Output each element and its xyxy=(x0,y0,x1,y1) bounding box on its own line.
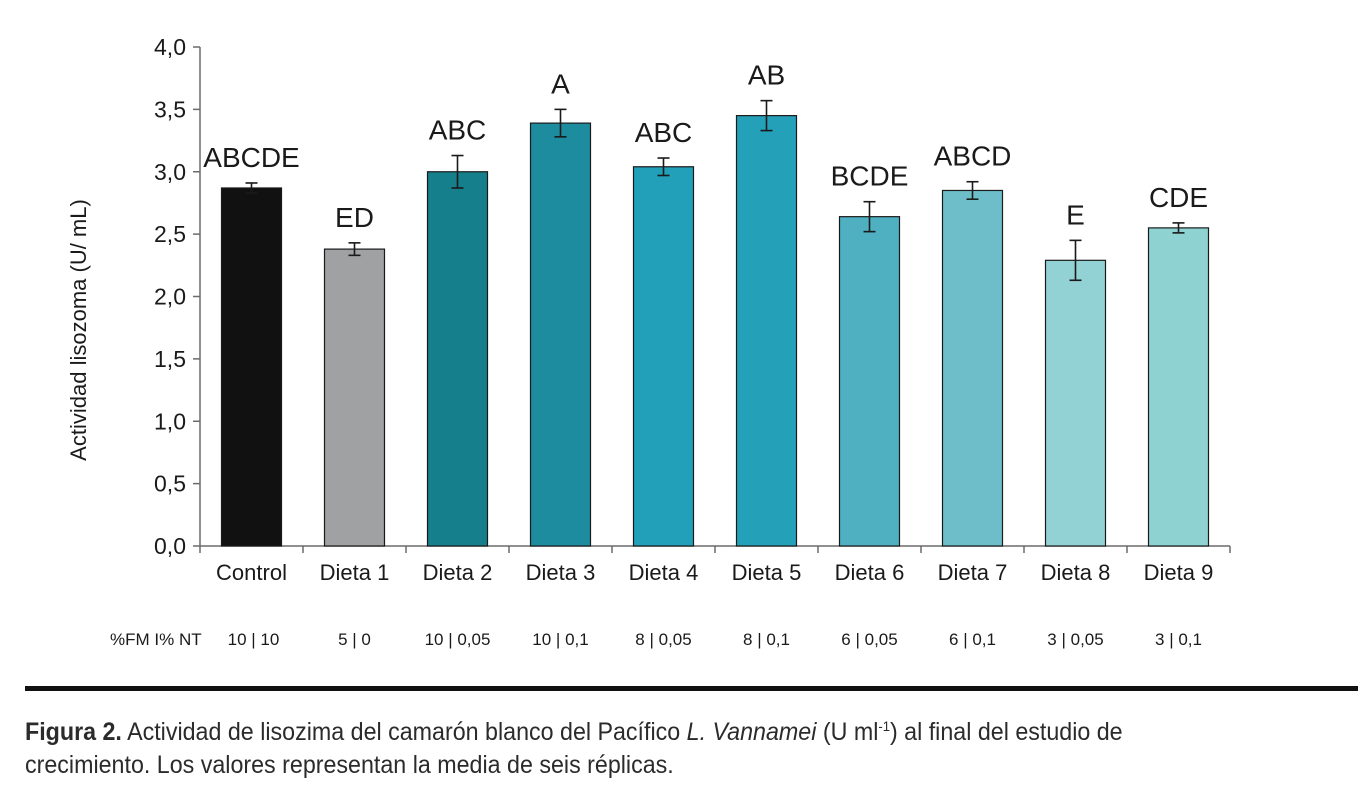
x-tick-label: Dieta 6 xyxy=(835,560,905,585)
significance-letter: E xyxy=(1066,199,1085,230)
significance-letter: AB xyxy=(748,60,785,91)
bar-control xyxy=(220,187,283,547)
composition-label: 6 | 0,1 xyxy=(949,630,996,649)
significance-letter: ABC xyxy=(635,117,693,148)
y-tick-label: 0,5 xyxy=(154,471,186,497)
bar-dieta-4 xyxy=(632,166,695,547)
bar-dieta-2 xyxy=(426,171,489,547)
composition-label: 10 | 0,05 xyxy=(425,630,491,649)
x-tick-label: Dieta 8 xyxy=(1041,560,1111,585)
caption-units: (U ml xyxy=(822,718,879,746)
composition-label: 10 | 10 xyxy=(228,630,280,649)
caption-text-before: Actividad de lisozima del camarón blanco… xyxy=(127,718,681,746)
x-tick-label: Dieta 9 xyxy=(1144,560,1214,585)
significance-letter: ABCDE xyxy=(203,142,299,173)
bar-dieta-3 xyxy=(529,122,592,547)
bar-chart: 0,00,51,01,52,02,53,03,54,0ABCDEControl1… xyxy=(66,34,1231,649)
x-tick-label: Dieta 7 xyxy=(938,560,1008,585)
y-tick-label: 4,0 xyxy=(154,34,186,60)
x-tick-label: Dieta 3 xyxy=(526,560,596,585)
composition-label: 3 | 0,1 xyxy=(1155,630,1202,649)
caption-species: L. Vannamei xyxy=(686,718,817,746)
bars xyxy=(220,99,1210,547)
caption-text-after: ) al final del estudio de crecimiento. L… xyxy=(25,718,1123,779)
caption-divider xyxy=(25,686,1358,691)
composition-label: 8 | 0,05 xyxy=(635,630,691,649)
y-axis-title: Actividad lisozoma (U/ mL) xyxy=(66,199,91,461)
composition-label: 10 | 0,1 xyxy=(532,630,588,649)
significance-letter: ABC xyxy=(429,115,487,146)
bar-dieta-1 xyxy=(323,248,386,547)
y-axis-ticks xyxy=(193,46,1231,553)
y-tick-label: 3,0 xyxy=(154,159,186,185)
bar-dieta-5 xyxy=(735,115,798,547)
y-tick-label: 3,5 xyxy=(154,96,186,122)
bar-dieta-7 xyxy=(941,189,1004,547)
y-tick-label: 0,0 xyxy=(154,533,186,559)
composition-label: 8 | 0,1 xyxy=(743,630,790,649)
caption-units-exponent: -1 xyxy=(878,718,890,734)
x-tick-label: Control xyxy=(216,560,287,585)
x-tick-label: Dieta 1 xyxy=(320,560,390,585)
bar-dieta-9 xyxy=(1147,227,1210,547)
composition-label: 5 | 0 xyxy=(338,630,371,649)
y-tick-label: 1,0 xyxy=(154,408,186,434)
composition-header: %FM I% NT xyxy=(110,630,202,649)
y-tick-label: 1,5 xyxy=(154,346,186,372)
bar-dieta-6 xyxy=(838,216,901,547)
significance-letter: ED xyxy=(335,202,374,233)
labels: 0,00,51,01,52,02,53,03,54,0ABCDEControl1… xyxy=(154,34,1213,649)
x-tick-label: Dieta 4 xyxy=(629,560,699,585)
caption-figure-label: Figura 2. xyxy=(25,718,122,746)
significance-letter: CDE xyxy=(1149,182,1208,213)
significance-letter: BCDE xyxy=(831,161,909,192)
y-tick-label: 2,0 xyxy=(154,284,186,310)
x-tick-label: Dieta 5 xyxy=(732,560,802,585)
bar-dieta-8 xyxy=(1044,259,1107,547)
y-tick-label: 2,5 xyxy=(154,221,186,247)
figure-caption: Figura 2. Actividad de lisozima del cama… xyxy=(25,716,1253,782)
significance-letter: ABCD xyxy=(934,141,1012,172)
significance-letter: A xyxy=(551,68,570,99)
x-tick-label: Dieta 2 xyxy=(423,560,493,585)
composition-label: 6 | 0,05 xyxy=(841,630,897,649)
composition-label: 3 | 0,05 xyxy=(1047,630,1103,649)
